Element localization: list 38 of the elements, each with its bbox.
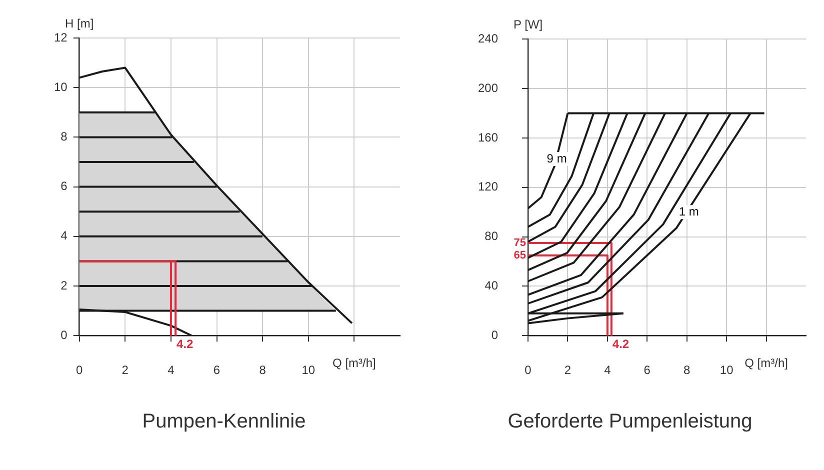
y-tick-label: 120 — [478, 180, 498, 194]
x-tick-label: 10 — [720, 363, 734, 378]
text: Pumpen-Kennlinie — [142, 410, 306, 433]
x-axis-title: Q [m³/h] — [332, 356, 376, 370]
annotation: 1 m — [678, 204, 699, 218]
annotation: 4.2 — [612, 336, 630, 351]
y-tick-label: 240 — [478, 32, 498, 46]
x-tick-label: 0 — [524, 363, 532, 378]
x-tick-label: 4 — [168, 363, 175, 378]
y-tick-label: 200 — [478, 80, 498, 95]
y-tick-label: 0 — [491, 328, 498, 342]
annotation: 9 m — [546, 151, 567, 166]
y-tick-label: 6 — [60, 179, 68, 194]
y-tick-label: 4 — [60, 228, 68, 243]
x-tick-label: 2 — [564, 363, 572, 378]
annotation: 75 — [514, 237, 526, 250]
y-tick-label: 12 — [54, 30, 68, 44]
text: Geforderte Pumpenleistung — [508, 410, 752, 433]
x-tick-label: 2 — [122, 363, 129, 378]
y-tick-label: 160 — [478, 130, 498, 144]
x-tick-label: 8 — [259, 363, 266, 378]
annotation: 4.2 — [176, 336, 194, 351]
y-tick-label: 80 — [484, 229, 498, 244]
y-tick-label: 8 — [60, 130, 68, 144]
annotation: 65 — [514, 249, 526, 262]
x-tick-label: 0 — [76, 363, 84, 378]
y-axis-title: P [W] — [513, 18, 543, 32]
x-tick-label: 8 — [684, 363, 691, 378]
y-tick-label: 0 — [60, 328, 68, 342]
y-tick-label: 2 — [60, 278, 68, 292]
x-tick-label: 4 — [604, 363, 612, 378]
x-tick-label: 10 — [302, 363, 316, 378]
x-tick-label: 6 — [213, 363, 220, 378]
y-tick-label: 10 — [54, 80, 68, 94]
y-axis-title: H [m] — [65, 16, 94, 30]
x-tick-label: 6 — [644, 363, 651, 378]
x-axis-title: Q [m³/h] — [744, 356, 788, 370]
y-tick-label: 40 — [484, 278, 498, 293]
